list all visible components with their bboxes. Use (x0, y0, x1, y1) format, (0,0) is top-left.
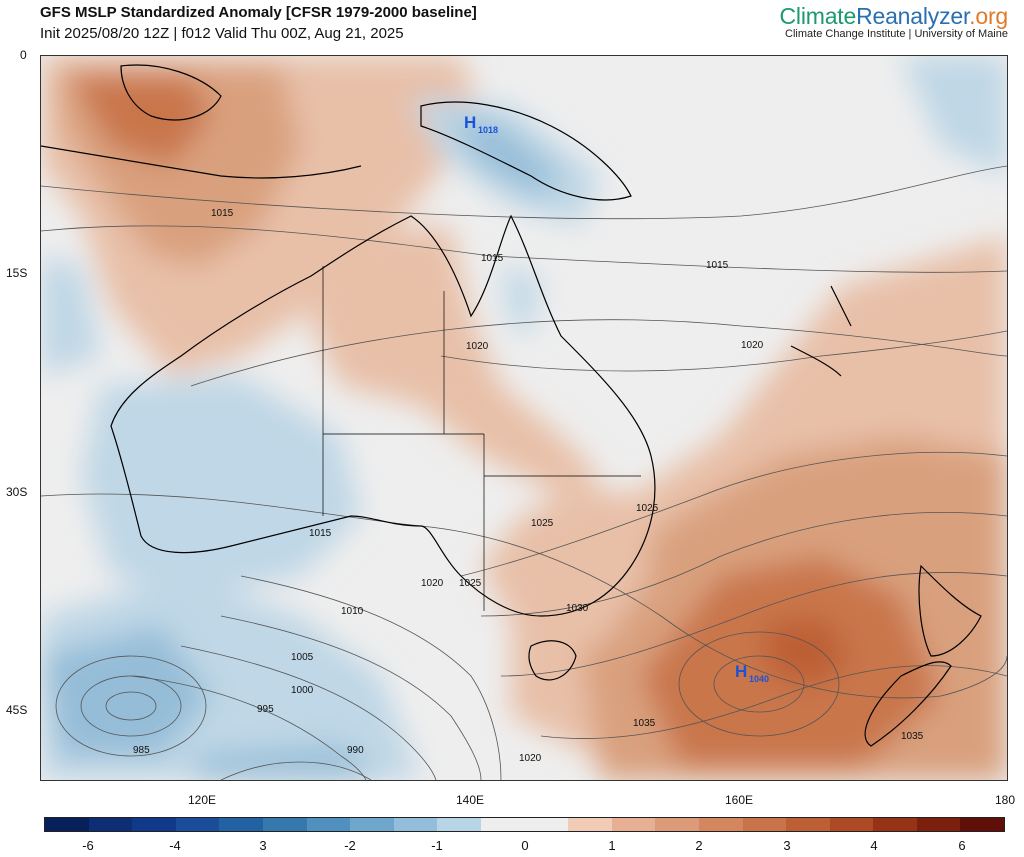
australia-coast (110, 214, 656, 617)
lat-label-0: 0 (20, 48, 27, 62)
colorbar-swatch (480, 818, 525, 831)
lat-label-30s: 30S (6, 485, 28, 499)
isobar-label: 1030 (566, 603, 589, 614)
isobar-label: 1020 (519, 753, 542, 764)
lat-label-45s: 45S (6, 703, 28, 717)
colorbar-tick: -6 (82, 838, 94, 853)
colorbar-swatch (655, 818, 699, 831)
colorbar-swatch (132, 818, 176, 831)
colorbar-tick: -1 (431, 838, 443, 853)
coastlines (41, 64, 982, 747)
colorbar-swatch (960, 818, 1005, 831)
isobar-label: 1020 (421, 578, 444, 589)
isobar-label: 1010 (341, 606, 364, 617)
high-center-value: 1040 (749, 674, 769, 684)
colorbar-swatch (175, 818, 220, 831)
high-center-letter: H (735, 662, 747, 681)
colorbar-swatch (786, 818, 830, 831)
isobar-label: 1025 (636, 503, 659, 514)
isobar-label: 1025 (531, 518, 554, 529)
isobar-label: 1015 (211, 208, 234, 219)
colorbar-swatch (306, 818, 351, 831)
lat-label-15s: 15S (6, 266, 28, 280)
new-caledonia-coast (790, 345, 842, 377)
colorbar-swatch (437, 818, 481, 831)
isobar-lines (41, 165, 1007, 780)
colorbar-tick: 0 (521, 838, 529, 853)
colorbar-swatch (568, 818, 612, 831)
isobar-label: 1020 (466, 341, 489, 352)
brand-logo-part1: Climate (779, 3, 857, 29)
colorbar-tick: 1 (608, 838, 616, 853)
isobar-label: 1015 (706, 260, 729, 271)
tasmania-coast (528, 640, 577, 681)
colorbar (44, 817, 1005, 832)
isobar-label: 1035 (633, 718, 656, 729)
new-guinea-coast (420, 101, 632, 201)
anomaly-shading (41, 56, 1007, 780)
isobar-label: 1025 (459, 578, 482, 589)
colorbar-tick: 6 (958, 838, 966, 853)
colorbar-swatch (350, 818, 394, 831)
colorbar-swatch (742, 818, 787, 831)
colorbar-swatch (393, 818, 438, 831)
colorbar-tick: -2 (344, 838, 356, 853)
isobar-label: 990 (347, 745, 364, 756)
chart-title: GFS MSLP Standardized Anomaly [CFSR 1979… (40, 4, 477, 21)
vanuatu-coast (830, 285, 852, 327)
indonesia-coast (41, 145, 362, 179)
brand-subtitle: Climate Change Institute | University of… (785, 28, 1008, 40)
high-center-letter: H (464, 113, 476, 132)
colorbar-tick: 3 (259, 838, 267, 853)
map-canvas: 1015 1015 1015 1020 1020 1025 1025 1025 … (41, 56, 1007, 780)
colorbar-swatch (873, 818, 917, 831)
new-zealand-north-coast (918, 564, 982, 657)
anomaly-map[interactable]: 1015 1015 1015 1020 1020 1025 1025 1025 … (40, 55, 1008, 781)
isobar-label: 1000 (291, 685, 314, 696)
pressure-centers: H 1018 H 1040 (464, 113, 769, 684)
colorbar-tick: 4 (870, 838, 878, 853)
lon-label-180: 180 (994, 793, 1016, 807)
colorbar-swatch (698, 818, 743, 831)
isobar-label: 1015 (481, 253, 504, 264)
borneo-coast (120, 64, 222, 121)
high-center-value: 1018 (478, 125, 498, 135)
colorbar-tick: -4 (169, 838, 181, 853)
isobar-label: 985 (133, 745, 150, 756)
brand-logo[interactable]: ClimateReanalyzer.org (779, 3, 1009, 30)
brand-block[interactable]: ClimateReanalyzer.org Climate Change Ins… (779, 3, 1009, 40)
colorbar-swatch (524, 818, 569, 831)
lon-label-120e: 120E (187, 793, 217, 807)
brand-logo-part2: Reanalyzer (856, 3, 970, 29)
chart-subtitle: Init 2025/08/20 12Z | f012 Valid Thu 00Z… (40, 25, 404, 42)
colorbar-swatch (611, 818, 656, 831)
brand-logo-part3: .org (969, 3, 1008, 29)
colorbar-tick: 2 (695, 838, 703, 853)
lon-label-140e: 140E (455, 793, 485, 807)
isobar-label: 1015 (309, 528, 332, 539)
colorbar-swatch (262, 818, 307, 831)
isobar-label: 1035 (901, 731, 924, 742)
colorbar-swatch (916, 818, 961, 831)
colorbar-swatch (88, 818, 133, 831)
isobar-label: 1020 (741, 340, 764, 351)
colorbar-swatch (45, 818, 89, 831)
new-zealand-south-coast (864, 661, 952, 747)
lon-label-160e: 160E (724, 793, 754, 807)
colorbar-swatch (829, 818, 874, 831)
state-borders (322, 266, 641, 611)
isobar-label: 1005 (291, 652, 314, 663)
isobar-label: 995 (257, 704, 274, 715)
colorbar-swatch (219, 818, 263, 831)
colorbar-tick: 3 (783, 838, 791, 853)
isobar-label-group: 1015 1015 1015 1020 1020 1025 1025 1025 … (133, 208, 924, 764)
